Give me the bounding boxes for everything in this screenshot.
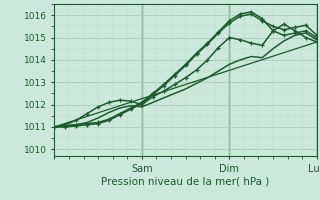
X-axis label: Pression niveau de la mer( hPa ): Pression niveau de la mer( hPa ) (101, 176, 270, 186)
